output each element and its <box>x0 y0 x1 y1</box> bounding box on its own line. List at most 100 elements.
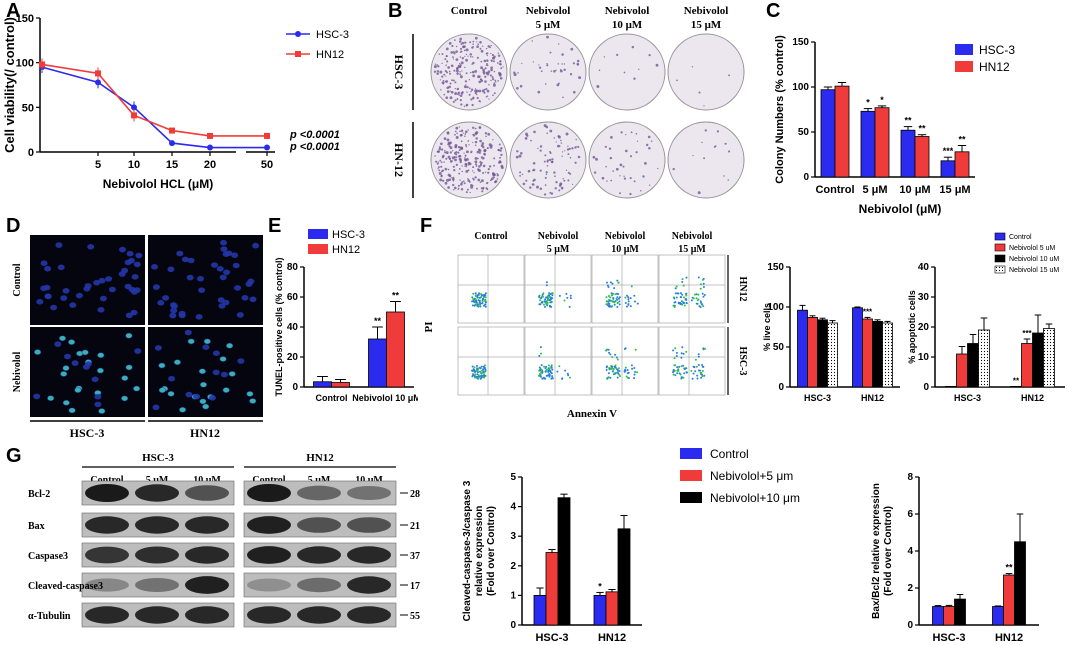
event-dot <box>695 293 698 296</box>
event-dot <box>623 370 626 373</box>
colony <box>635 132 638 135</box>
event-dot <box>541 370 544 373</box>
nucleus <box>130 309 138 316</box>
event-dot <box>701 370 704 372</box>
panel-label-c: C <box>766 0 781 22</box>
colony <box>569 73 573 76</box>
colony <box>479 47 482 50</box>
colony <box>500 147 503 150</box>
nucleus <box>44 293 52 299</box>
bar <box>331 382 350 388</box>
protein-band <box>347 517 391 533</box>
protein-band <box>185 546 229 564</box>
bar <box>945 385 957 388</box>
colony <box>647 135 651 139</box>
protein-band <box>85 578 129 592</box>
event-dot <box>627 303 630 306</box>
colony <box>486 72 490 76</box>
colony <box>633 77 636 80</box>
event-dot <box>551 297 554 300</box>
colony <box>453 169 456 172</box>
colony <box>487 132 491 136</box>
colony <box>493 70 496 73</box>
colony <box>474 163 478 166</box>
colony <box>437 65 440 68</box>
colony <box>540 70 543 73</box>
y-tick-label: 4 <box>510 502 516 513</box>
protein-band <box>85 546 129 564</box>
event-dot <box>630 285 633 288</box>
colony <box>492 60 495 63</box>
colony <box>450 177 452 179</box>
colony <box>448 142 451 146</box>
event-dot <box>484 296 487 299</box>
colony <box>456 72 459 75</box>
panel-b-colony-plates: Control Nebivolol 5 μM Nebivolol 10 μM Nebivo… <box>392 5 745 199</box>
bar <box>533 594 547 626</box>
colony <box>539 145 543 148</box>
group-label: HN12 <box>306 452 334 464</box>
colony <box>455 50 458 53</box>
y-tick-label: 150 <box>767 262 784 273</box>
tunel-positive-nucleus <box>202 404 209 409</box>
colony <box>476 96 479 100</box>
colony <box>436 72 439 75</box>
y-tick-label: 3 <box>510 531 516 542</box>
event-dot <box>484 305 487 308</box>
significance-label: ** <box>374 316 382 326</box>
colony <box>640 189 642 192</box>
y-tick-label: 30 <box>918 292 930 303</box>
event-dot <box>549 369 552 372</box>
significance-label: *** <box>863 307 873 316</box>
event-dot <box>626 372 629 375</box>
colony <box>481 190 484 193</box>
colony <box>558 184 562 187</box>
y-tick-label: 20 <box>918 322 930 333</box>
nucleus <box>217 297 225 303</box>
colony <box>531 40 533 42</box>
y-tick-label: 100 <box>792 82 809 93</box>
event-dot <box>546 374 549 377</box>
colony <box>703 105 705 107</box>
colony <box>465 53 468 56</box>
y-axis-label: % live cells <box>762 303 772 351</box>
colony <box>474 160 478 164</box>
colony <box>465 72 468 75</box>
panel-g-western-blots: HSC-3 Control 5 μM 10 μM HN12 Control 5 μM 10 μ… <box>28 452 420 628</box>
fluorescence-image <box>148 327 263 417</box>
colony <box>619 175 621 177</box>
event-dot <box>680 365 683 368</box>
lane-label: Control <box>252 475 285 486</box>
colony <box>492 139 494 141</box>
colony <box>522 182 526 186</box>
event-dot <box>696 374 699 377</box>
colony <box>544 83 547 85</box>
colony <box>487 167 490 171</box>
event-dot <box>476 373 479 376</box>
event-dot <box>483 364 486 367</box>
colony <box>485 187 488 190</box>
event-dot <box>548 296 551 298</box>
colony <box>527 169 531 173</box>
colony <box>470 184 473 187</box>
nucleus <box>181 256 189 263</box>
nucleus <box>135 252 143 259</box>
y-axis-label: Cleaved-caspase-3/caspase 3 <box>462 480 473 621</box>
legend-label: HN12 <box>332 244 360 256</box>
colony <box>446 178 449 182</box>
legend-label: Nebivolol+10 μm <box>710 491 800 505</box>
y-axis-label: (Fold over Control) <box>883 506 894 596</box>
fluorescence-image <box>30 327 145 417</box>
event-dot <box>478 375 481 378</box>
colony <box>636 140 639 142</box>
event-dot <box>624 366 627 369</box>
y-tick-label: 60 <box>287 292 299 303</box>
event-dot <box>674 292 677 295</box>
event-dot <box>674 287 677 290</box>
nucleus <box>211 262 218 268</box>
colony <box>499 149 502 152</box>
colony <box>463 152 465 154</box>
colony <box>676 79 678 82</box>
colony <box>438 172 442 175</box>
